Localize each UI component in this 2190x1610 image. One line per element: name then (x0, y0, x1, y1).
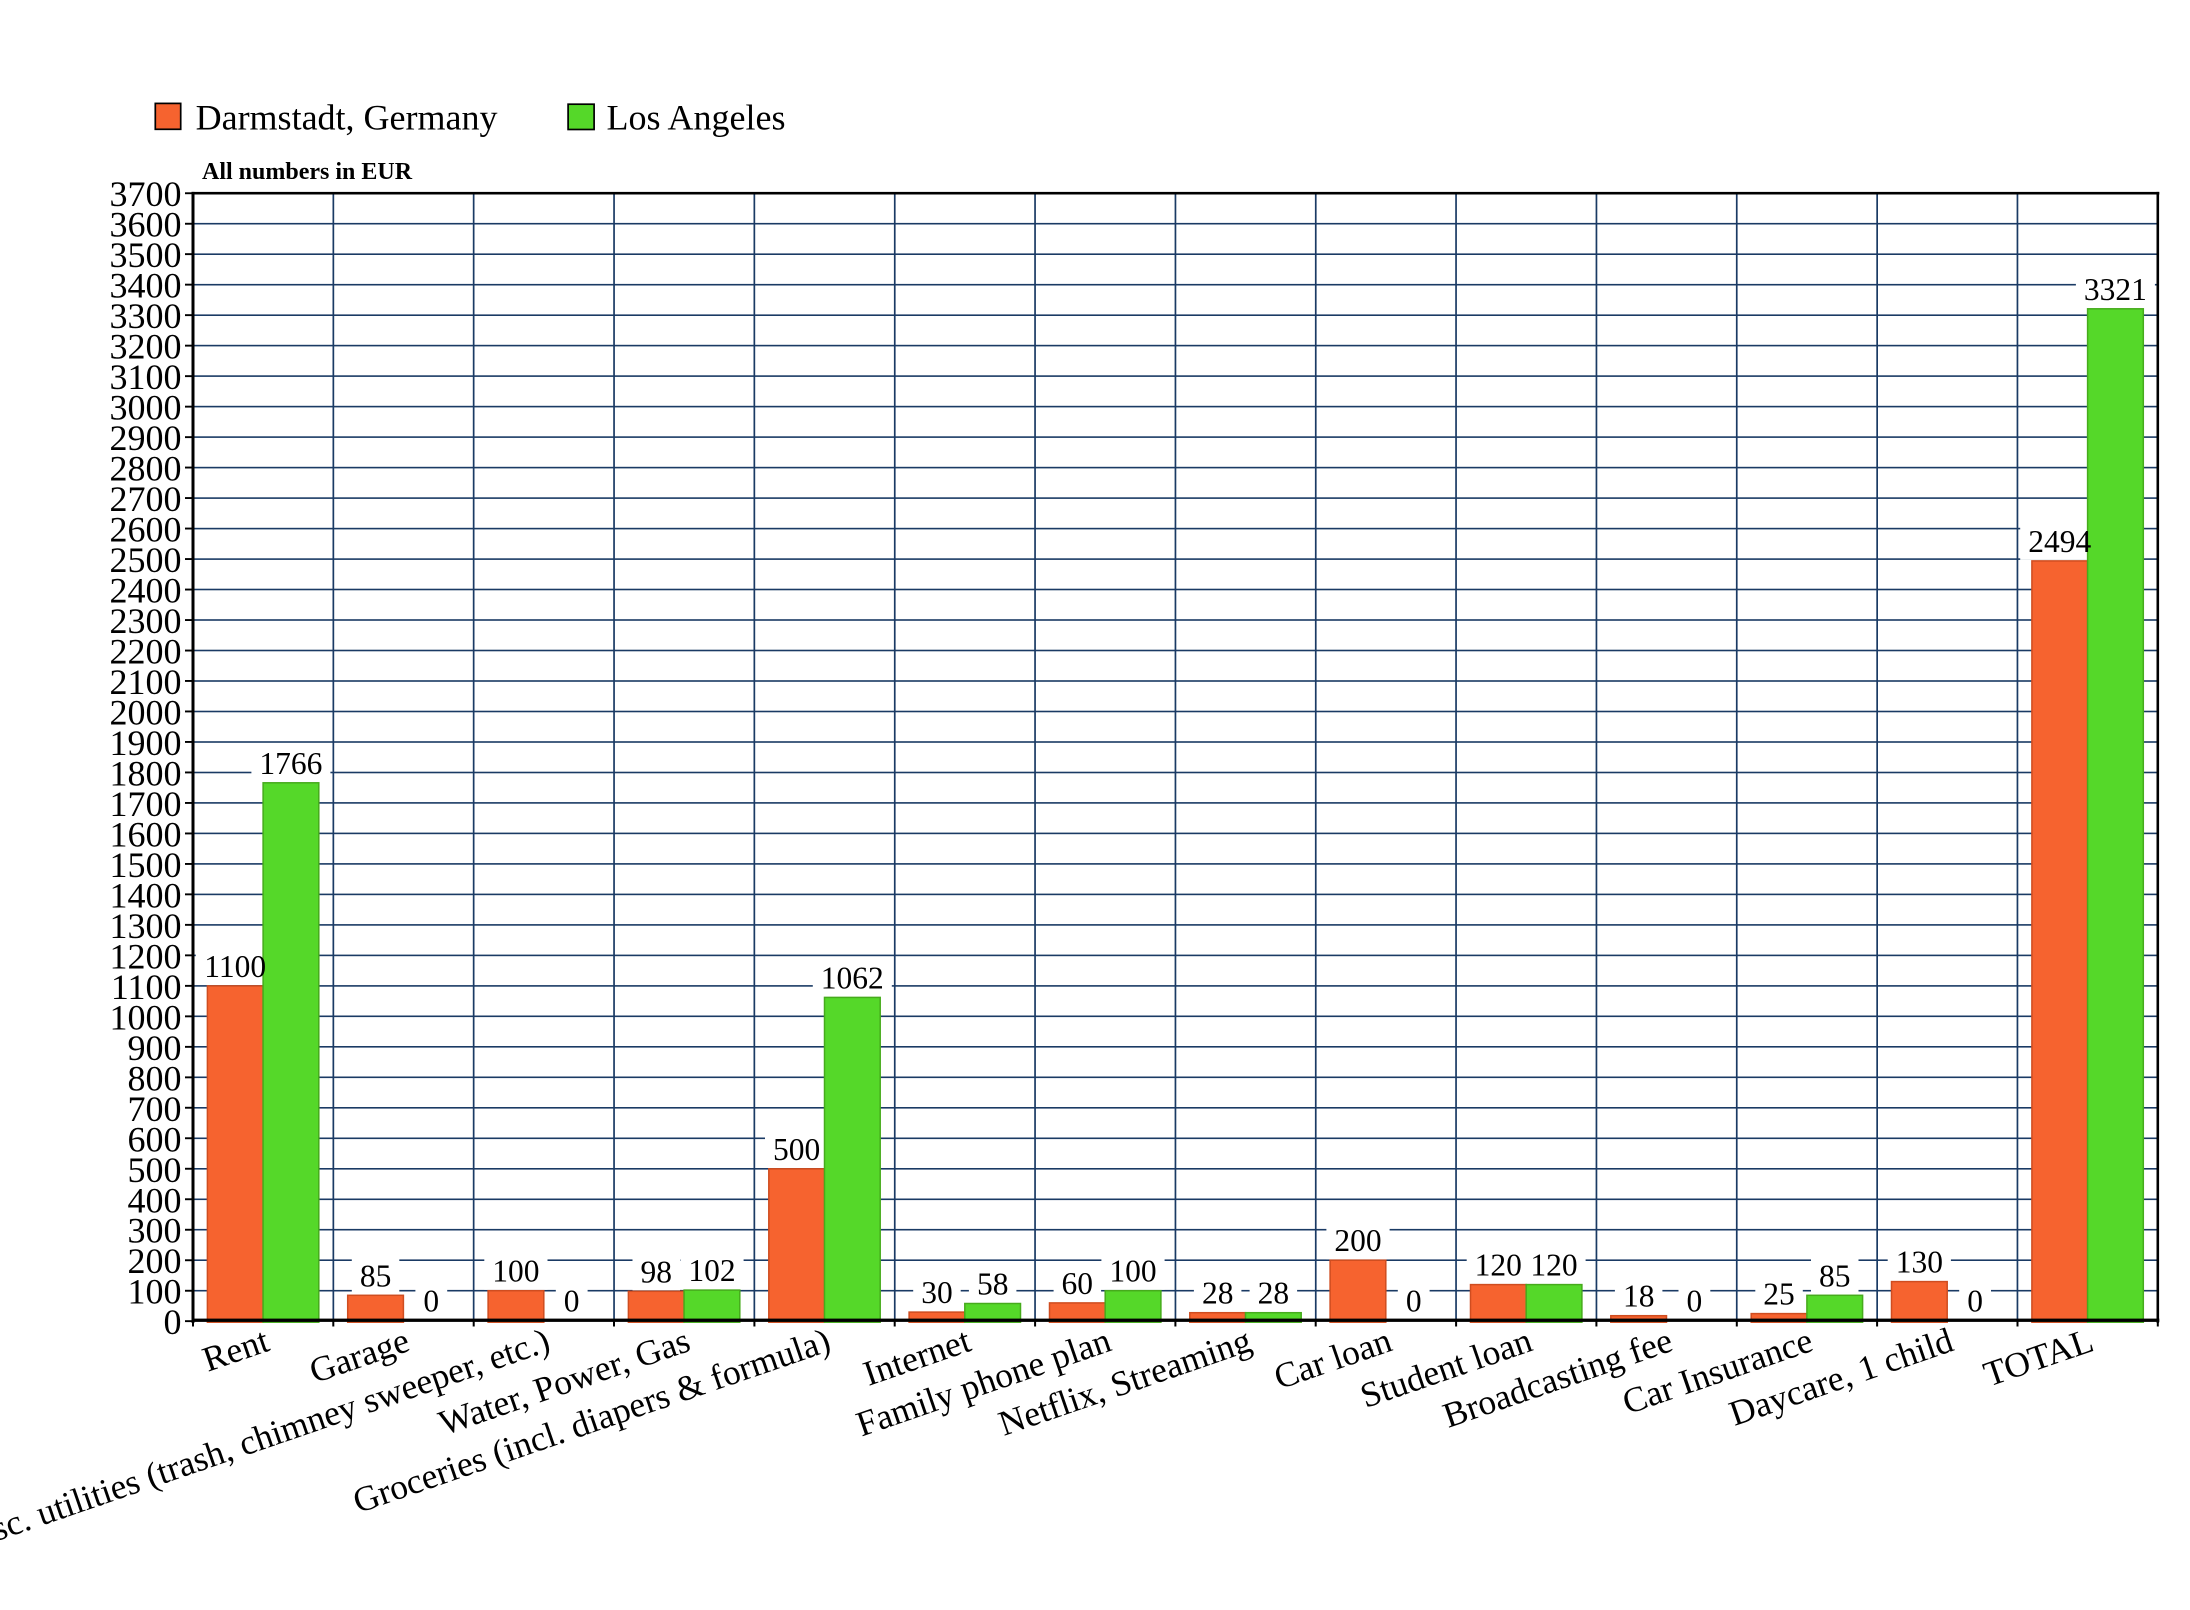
svg-text:2500: 2500 (110, 540, 182, 580)
svg-text:0: 0 (1687, 1284, 1703, 1319)
svg-text:28: 28 (1258, 1276, 1290, 1311)
svg-text:0: 0 (1967, 1284, 1983, 1319)
svg-text:25: 25 (1763, 1277, 1795, 1312)
svg-text:1600: 1600 (110, 814, 182, 854)
svg-text:3600: 3600 (110, 205, 182, 245)
svg-text:1100: 1100 (204, 949, 266, 984)
svg-text:All numbers in EUR: All numbers in EUR (202, 159, 413, 185)
svg-text:102: 102 (688, 1253, 735, 1288)
svg-text:Darmstadt, Germany: Darmstadt, Germany (196, 98, 498, 138)
svg-text:120: 120 (1475, 1248, 1522, 1283)
svg-text:900: 900 (128, 1028, 182, 1068)
svg-text:800: 800 (128, 1058, 182, 1098)
svg-text:1500: 1500 (110, 845, 182, 885)
svg-text:700: 700 (128, 1089, 182, 1129)
svg-text:3500: 3500 (110, 235, 182, 275)
svg-text:60: 60 (1062, 1266, 1094, 1301)
svg-text:58: 58 (977, 1267, 1009, 1302)
svg-text:2100: 2100 (110, 662, 182, 702)
svg-text:1900: 1900 (110, 723, 182, 763)
svg-text:200: 200 (1334, 1223, 1381, 1258)
svg-text:1062: 1062 (821, 960, 884, 995)
svg-text:1400: 1400 (110, 875, 182, 915)
svg-text:3300: 3300 (110, 296, 182, 336)
svg-text:2400: 2400 (110, 571, 182, 611)
svg-text:0: 0 (1406, 1284, 1422, 1319)
svg-text:2300: 2300 (110, 601, 182, 641)
svg-text:100: 100 (1109, 1254, 1156, 1289)
svg-text:2900: 2900 (110, 418, 182, 458)
svg-text:500: 500 (773, 1132, 820, 1167)
svg-text:300: 300 (128, 1211, 182, 1251)
svg-text:3400: 3400 (110, 266, 182, 306)
svg-text:1200: 1200 (110, 936, 182, 976)
svg-text:1700: 1700 (110, 784, 182, 824)
svg-text:2800: 2800 (110, 449, 182, 489)
svg-text:100: 100 (128, 1272, 182, 1312)
svg-text:18: 18 (1623, 1279, 1655, 1314)
svg-text:130: 130 (1896, 1245, 1943, 1280)
svg-text:3700: 3700 (110, 174, 182, 214)
svg-text:2494: 2494 (2028, 524, 2091, 559)
svg-text:3000: 3000 (110, 388, 182, 428)
svg-text:30: 30 (921, 1275, 953, 1310)
svg-text:1300: 1300 (110, 906, 182, 946)
svg-text:3100: 3100 (110, 357, 182, 397)
svg-text:500: 500 (128, 1150, 182, 1190)
svg-text:1800: 1800 (110, 754, 182, 794)
svg-text:100: 100 (492, 1254, 539, 1289)
svg-text:1766: 1766 (259, 746, 322, 781)
svg-text:3200: 3200 (110, 327, 182, 367)
svg-text:400: 400 (128, 1180, 182, 1220)
svg-text:200: 200 (128, 1241, 182, 1281)
svg-text:2700: 2700 (110, 479, 182, 519)
svg-text:3321: 3321 (2084, 272, 2147, 307)
svg-text:1000: 1000 (110, 997, 182, 1037)
svg-text:Los Angeles: Los Angeles (607, 98, 786, 138)
svg-text:120: 120 (1530, 1248, 1577, 1283)
svg-text:2000: 2000 (110, 693, 182, 733)
svg-text:28: 28 (1202, 1276, 1234, 1311)
svg-text:2600: 2600 (110, 510, 182, 550)
svg-text:85: 85 (360, 1258, 392, 1293)
svg-text:0: 0 (164, 1302, 182, 1342)
svg-text:98: 98 (641, 1254, 673, 1289)
svg-text:85: 85 (1819, 1258, 1851, 1293)
svg-text:1100: 1100 (111, 967, 182, 1007)
svg-text:600: 600 (128, 1119, 182, 1159)
svg-text:0: 0 (564, 1284, 580, 1319)
svg-text:0: 0 (423, 1284, 439, 1319)
svg-text:2200: 2200 (110, 632, 182, 672)
